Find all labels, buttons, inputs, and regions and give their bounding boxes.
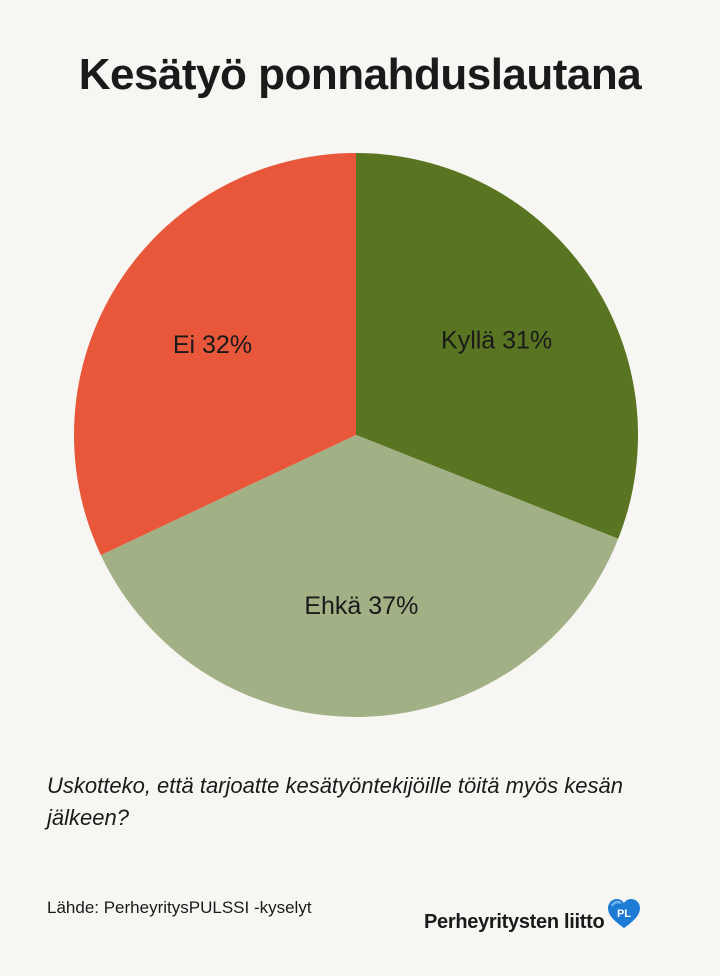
- survey-question: Uskotteko, että tarjoatte kesätyöntekijö…: [47, 773, 623, 830]
- pie-labels: Kyllä 31% Ehkä 37% Ei 32%: [173, 326, 552, 619]
- brand-logo-text: PL: [617, 908, 631, 920]
- source-note: Lähde: PerheyritysPULSSI -kyselyt: [47, 898, 312, 917]
- pie-slice-2: [73, 153, 356, 556]
- pie-slice-1: [100, 435, 619, 717]
- brand-name: Perheyritysten liitto: [424, 911, 605, 933]
- pie-slice-label-2: Ei 32%: [173, 331, 252, 359]
- brand-logo-block: Perheyritysten liitto PL: [424, 897, 642, 934]
- heart-logo-icon: PL: [608, 899, 641, 928]
- pie-slice-0: [356, 153, 638, 539]
- pie-slice-label-1: Ehkä 37%: [304, 592, 418, 620]
- chart-title: Kesätyö ponnahduslautana: [78, 50, 642, 99]
- pie-slice-label-0: Kyllä 31%: [441, 326, 552, 354]
- pie-slices: [73, 153, 638, 717]
